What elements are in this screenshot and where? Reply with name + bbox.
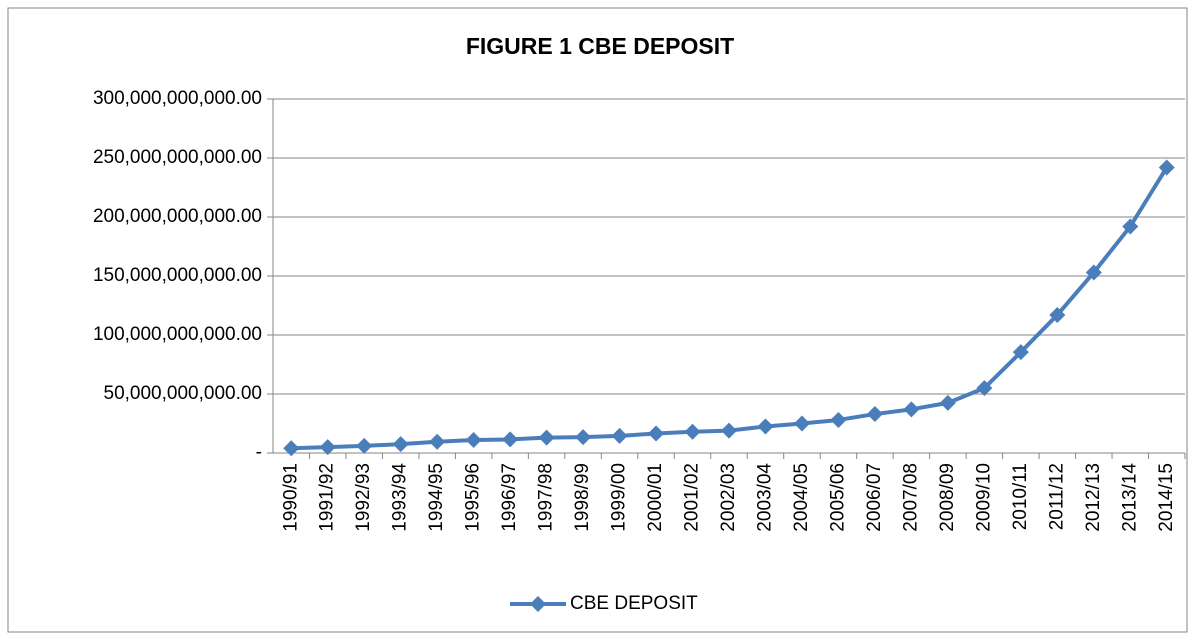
point-marker: [538, 429, 555, 446]
x-tick-label: 1997/98: [536, 463, 557, 532]
x-tick-label: 1992/93: [353, 463, 374, 532]
x-tick-label: 2003/04: [754, 463, 775, 532]
x-tick-label: 2000/01: [645, 463, 666, 532]
x-tick-label: 1991/92: [317, 463, 338, 532]
point-marker: [502, 431, 519, 448]
point-marker: [429, 433, 446, 450]
y-tick-label: 300,000,000,000.00: [93, 88, 262, 109]
point-marker: [939, 394, 956, 411]
x-tick-label: 2001/02: [682, 463, 703, 532]
legend-marker: [530, 596, 546, 612]
point-marker: [611, 427, 628, 444]
x-tick-label: 2013/14: [1119, 463, 1140, 532]
point-marker: [721, 422, 737, 439]
point-marker: [757, 418, 774, 435]
x-tick-label: 2007/08: [900, 463, 921, 532]
point-marker: [575, 429, 592, 446]
x-tick-label: 1993/94: [390, 463, 411, 532]
legend-label: CBE DEPOSIT: [570, 593, 698, 614]
x-tick-label: 2009/10: [973, 463, 994, 532]
x-tick-label: 2008/09: [937, 463, 958, 532]
x-tick-label: 2012/13: [1083, 463, 1104, 532]
y-tick-label: 100,000,000,000.00: [93, 324, 262, 345]
y-tick-label: 200,000,000,000.00: [93, 206, 262, 227]
x-tick-label: 2011/12: [1046, 463, 1067, 530]
point-marker: [1085, 264, 1102, 281]
y-tick-label: -: [256, 442, 262, 463]
chart-title: FIGURE 1 CBE DEPOSIT: [466, 33, 734, 59]
point-marker: [684, 423, 701, 440]
point-marker: [648, 425, 665, 442]
point-marker: [976, 380, 993, 397]
point-marker: [830, 411, 847, 428]
point-marker: [1012, 344, 1029, 361]
chart-border: [7, 7, 1188, 633]
point-marker: [283, 440, 300, 457]
point-marker: [392, 436, 409, 453]
point-marker: [319, 439, 336, 456]
point-marker: [1122, 218, 1139, 235]
x-tick-label: 2010/11: [1010, 463, 1031, 530]
point-marker: [356, 437, 373, 454]
y-tick-label: 150,000,000,000.00: [93, 265, 262, 286]
point-marker: [1049, 306, 1066, 323]
point-marker: [793, 415, 810, 432]
x-tick-label: 2006/07: [864, 463, 885, 532]
x-tick-label: 1999/00: [609, 463, 630, 532]
point-marker: [465, 432, 482, 449]
x-tick-label: 2002/03: [718, 463, 739, 532]
x-tick-label: 2004/05: [791, 463, 812, 532]
point-marker: [866, 406, 883, 423]
x-tick-label: 1996/97: [499, 463, 520, 532]
x-tick-label: 1990/91: [280, 463, 301, 532]
y-tick-label: 250,000,000,000.00: [93, 147, 262, 168]
y-tick-label: 50,000,000,000.00: [104, 383, 263, 404]
x-tick-label: 1995/96: [463, 463, 484, 532]
x-tick-label: 1994/95: [426, 463, 447, 532]
x-tick-label: 1998/99: [572, 463, 593, 532]
x-tick-label: 2014/15: [1156, 463, 1177, 532]
point-marker: [903, 401, 920, 418]
x-tick-label: 2005/06: [827, 463, 848, 532]
point-marker: [1158, 159, 1175, 176]
